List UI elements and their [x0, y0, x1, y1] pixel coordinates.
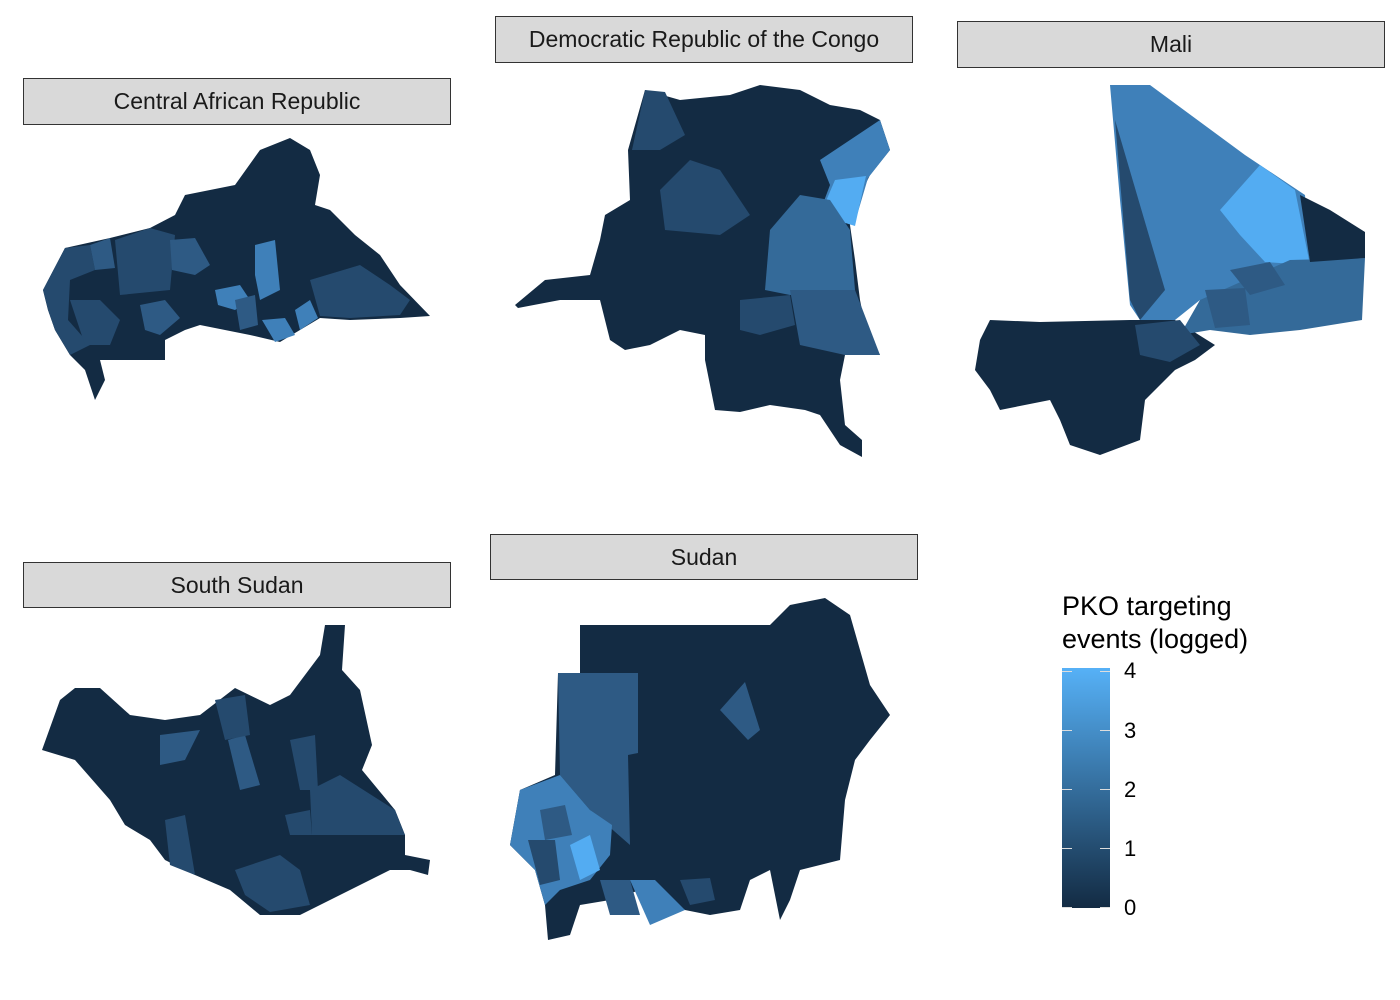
- legend-colorbar: [1062, 668, 1110, 908]
- facet-title: South Sudan: [170, 571, 304, 598]
- legend-title-line: PKO targeting: [1062, 591, 1232, 621]
- facet-strip-mali: Mali: [957, 21, 1385, 68]
- map-south-sudan: [42, 625, 430, 915]
- facet-title: Central African Republic: [113, 88, 361, 114]
- legend-tick: [1062, 848, 1110, 849]
- legend-tick-label: 4: [1124, 658, 1137, 683]
- facet-strip-south-sudan: South Sudan: [23, 562, 451, 608]
- facet-strip-sudan: Sudan: [490, 534, 918, 580]
- legend-tick: [1062, 789, 1110, 790]
- legend-tick-label: 1: [1124, 836, 1137, 861]
- legend-tick-label: 0: [1124, 895, 1137, 920]
- map-central-african-republic: [43, 138, 430, 400]
- legend-tick: [1062, 730, 1110, 731]
- legend-tick: [1062, 907, 1110, 908]
- facet-strip-drc: Democratic Republic of the Congo: [495, 16, 913, 63]
- facet-title: Mali: [1149, 31, 1193, 57]
- legend-tick-label: 2: [1124, 777, 1137, 802]
- facet-title: Sudan: [670, 543, 738, 570]
- map-democratic-republic-of-the-congo: [515, 85, 890, 457]
- legend-tick-label: 3: [1124, 718, 1137, 743]
- map-sudan: [510, 598, 890, 940]
- facet-strip-car: Central African Republic: [23, 78, 451, 125]
- map-mali: [975, 85, 1365, 455]
- facet-title: Democratic Republic of the Congo: [528, 26, 880, 52]
- legend-title-line: events (logged): [1062, 624, 1249, 654]
- legend-tick: [1062, 671, 1110, 672]
- legend-title: PKO targeting events (logged): [1062, 590, 1248, 656]
